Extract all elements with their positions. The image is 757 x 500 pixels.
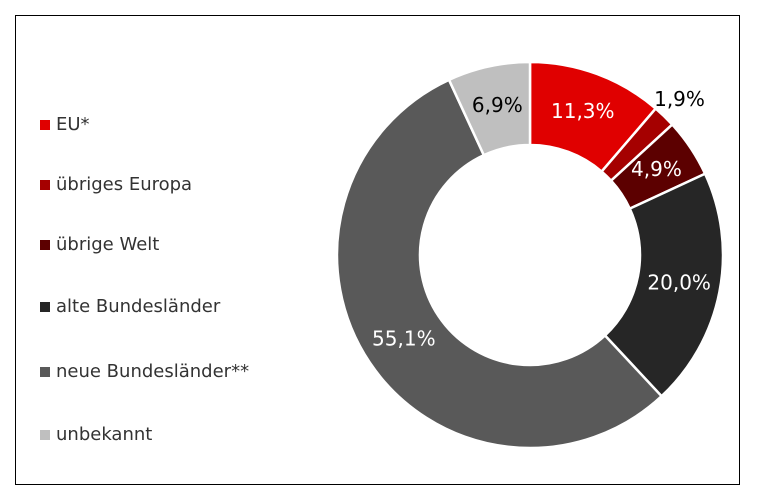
legend-label: neue Bundesländer** xyxy=(56,361,249,382)
data-label: 1,9% xyxy=(654,87,705,111)
donut-slice xyxy=(447,60,532,157)
data-label: 55,1% xyxy=(372,326,436,350)
legend-swatch xyxy=(40,240,50,250)
legend-swatch xyxy=(40,367,50,377)
donut-slice xyxy=(335,78,664,450)
legend-swatch xyxy=(40,302,50,312)
donut-slice xyxy=(603,172,725,398)
data-label: 11,3% xyxy=(551,99,615,123)
legend-swatch xyxy=(40,180,50,190)
legend-label: EU* xyxy=(56,114,90,135)
legend-label: übriges Europa xyxy=(56,174,192,195)
data-label: 20,0% xyxy=(647,271,711,295)
data-label: 6,9% xyxy=(472,93,523,117)
legend-swatch xyxy=(40,120,50,130)
legend-label: übrige Welt xyxy=(56,234,159,255)
legend-label: unbekannt xyxy=(56,424,152,445)
data-label: 4,9% xyxy=(631,157,682,181)
legend-label: alte Bundesländer xyxy=(56,296,221,317)
legend-swatch xyxy=(40,430,50,440)
